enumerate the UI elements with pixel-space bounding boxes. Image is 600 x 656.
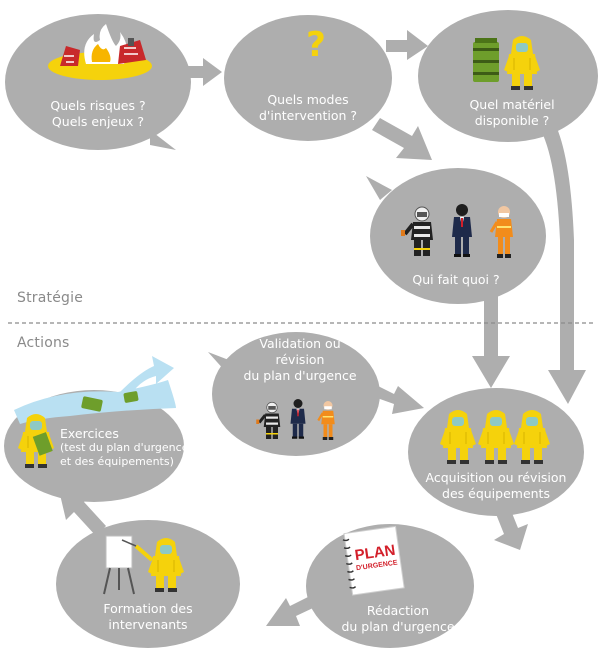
bubble-modes — [224, 15, 392, 141]
bubble-risks-tail — [150, 130, 176, 150]
validation-line2: révision — [275, 352, 325, 367]
hazmat-suit-icon — [121, 537, 185, 593]
plan-book-icon: PLAN D'URGENCE — [342, 525, 405, 596]
hazmat-suit-icon — [17, 413, 55, 469]
bubble-validation-tail — [208, 352, 234, 372]
roles-line1: Qui fait quoi ? — [412, 272, 500, 287]
risks-line2: Quels enjeux ? — [51, 114, 145, 129]
arrow-modes-to-roles — [372, 118, 432, 160]
risks-line1: Quels risques ? — [50, 98, 146, 113]
question-mark-icon: ? — [306, 25, 326, 65]
bubble-risks — [5, 14, 191, 150]
bubbles — [4, 10, 598, 648]
exercises-line3: et des équipements) — [60, 455, 174, 468]
actions-section-label: Actions — [17, 335, 70, 351]
fire-icon — [48, 24, 152, 80]
training-line2: intervenants — [108, 617, 188, 632]
acquisition-line2: des équipements — [442, 486, 550, 501]
arrow-risks-to-modes — [186, 58, 222, 86]
plan-book-title: PLAN — [354, 542, 397, 565]
roles-question: Qui fait quoi ? — [412, 272, 499, 288]
drafting-line2: du plan d'urgence — [341, 619, 455, 634]
modes-question: Quels modes d'intervention ? — [259, 92, 357, 124]
validation-label: Validation ou révision du plan d'urgence — [243, 336, 356, 384]
arrow-validation-to-acquisition — [366, 382, 424, 414]
modes-line1: Quels modes — [267, 92, 349, 107]
acquisition-line1: Acquisition ou révision — [425, 470, 567, 485]
bubble-validation — [212, 332, 380, 456]
barrel-icon — [473, 38, 499, 82]
arrow-acquisition-to-drafting — [494, 508, 528, 550]
bubble-roles-tail — [366, 176, 392, 200]
equipment-question: Quel matériel disponible ? — [469, 97, 554, 129]
acquisition-label: Acquisition ou révision des équipements — [426, 470, 567, 502]
modes-line2: d'intervention ? — [258, 108, 358, 123]
exercises-label: Exercices (test du plan d'urgence et des… — [60, 426, 188, 469]
exercises-line2: (test du plan d'urgence — [60, 441, 189, 454]
equipment-line1: Quel matériel — [469, 97, 555, 112]
bubble-training — [56, 520, 240, 648]
arrows — [58, 30, 586, 626]
risks-question: Quels risques ? Quels enjeux ? — [50, 98, 145, 130]
validation-line3: du plan d'urgence — [243, 368, 357, 383]
drafting-line1: Rédaction — [366, 603, 430, 618]
arrow-roles-to-acquisition — [472, 294, 510, 388]
barrel-icon — [81, 391, 139, 412]
training-label: Formation des intervenants — [103, 601, 192, 633]
flipchart-icon — [103, 535, 135, 595]
arrow-equipment-to-acquisition — [536, 112, 586, 404]
validation-line1: Validation ou — [259, 336, 341, 351]
training-line1: Formation des — [103, 601, 193, 616]
drafting-label: Rédaction du plan d'urgence — [341, 603, 454, 635]
water-splash-arrow — [120, 356, 174, 396]
strategy-section-label: Stratégie — [17, 290, 84, 306]
exercises-line1: Exercices — [60, 426, 119, 441]
equipment-line2: disponible ? — [474, 113, 550, 128]
bubble-equipment — [418, 10, 598, 142]
arrow-modes-to-equipment — [386, 30, 428, 60]
